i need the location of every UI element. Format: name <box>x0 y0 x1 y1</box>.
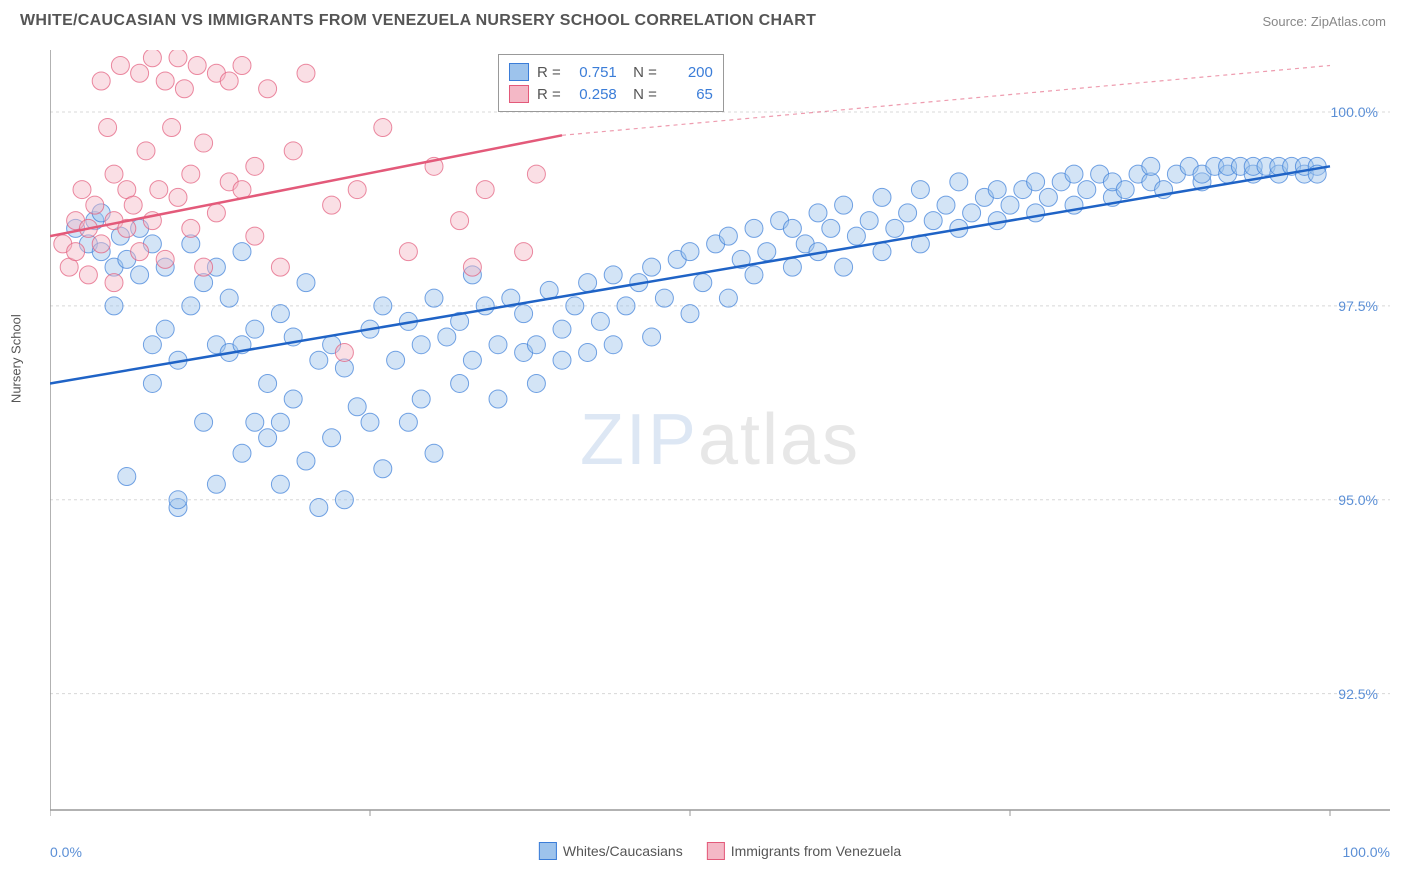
y-axis-label: Nursery School <box>9 314 24 403</box>
y-tick-label: 95.0% <box>1338 492 1378 508</box>
x-axis-max-label: 100.0% <box>1343 844 1390 860</box>
stats-r-value: 0.258 <box>569 86 617 103</box>
stats-n-label: N = <box>625 64 657 81</box>
source-label: Source: ZipAtlas.com <box>1262 14 1386 29</box>
y-tick-label: 100.0% <box>1331 104 1378 120</box>
x-axis-min-label: 0.0% <box>50 844 82 860</box>
legend-item: Whites/Caucasians <box>539 842 683 860</box>
stats-row: R = 0.258 N = 65 <box>509 83 713 105</box>
scatter-plot <box>50 50 1390 830</box>
stats-n-label: N = <box>625 86 657 103</box>
stats-r-label: R = <box>537 86 561 103</box>
stats-legend-box: R = 0.751 N = 200 R = 0.258 N = 65 <box>498 54 724 112</box>
legend-swatch <box>539 842 557 860</box>
stats-n-value: 200 <box>665 64 713 81</box>
stats-r-value: 0.751 <box>569 64 617 81</box>
stats-n-value: 65 <box>665 86 713 103</box>
stats-row: R = 0.751 N = 200 <box>509 61 713 83</box>
legend-label: Immigrants from Venezuela <box>731 843 901 859</box>
legend-swatch <box>707 842 725 860</box>
y-tick-label: 92.5% <box>1338 686 1378 702</box>
stats-swatch <box>509 63 529 81</box>
legend-label: Whites/Caucasians <box>563 843 683 859</box>
stats-r-label: R = <box>537 64 561 81</box>
y-tick-label: 97.5% <box>1338 298 1378 314</box>
chart-container: Nursery School 92.5%95.0%97.5%100.0% 0.0… <box>50 50 1390 830</box>
bottom-legend: Whites/Caucasians Immigrants from Venezue… <box>539 842 901 860</box>
header: WHITE/CAUCASIAN VS IMMIGRANTS FROM VENEZ… <box>0 0 1406 38</box>
stats-swatch <box>509 85 529 103</box>
chart-title: WHITE/CAUCASIAN VS IMMIGRANTS FROM VENEZ… <box>20 12 816 30</box>
legend-item: Immigrants from Venezuela <box>707 842 901 860</box>
